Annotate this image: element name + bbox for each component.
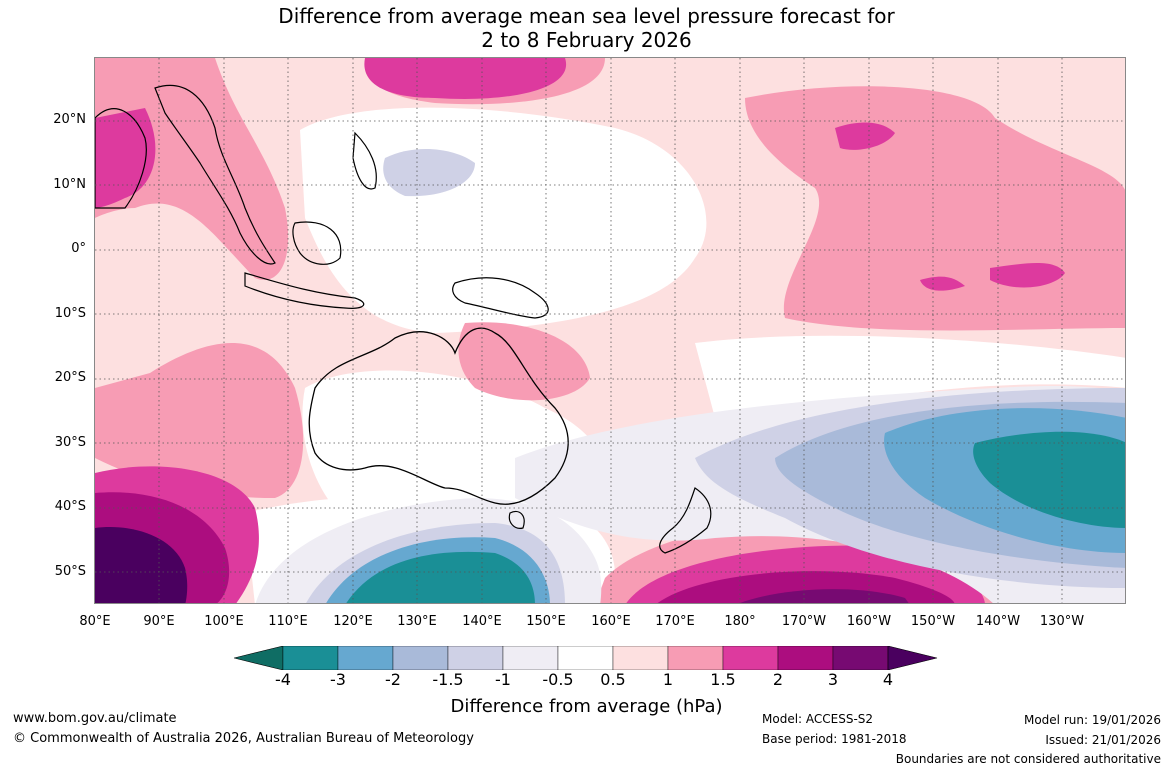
colorbar-cell <box>447 646 504 670</box>
colorbar-tick: -0.5 <box>542 670 574 689</box>
colorbar-cell <box>612 646 669 670</box>
colorbar-tick: 4 <box>882 670 894 689</box>
colorbar-cells <box>234 646 938 670</box>
lon-label: 130°E <box>397 614 437 629</box>
high-anomaly-equatorial-pacific <box>920 263 1065 291</box>
colorbar-tick: -1 <box>495 670 511 689</box>
colorbar-tick: 1 <box>662 670 674 689</box>
borneo-coastline <box>292 221 342 265</box>
colorbar-tick: -2 <box>385 670 401 689</box>
lon-label: 160°E <box>591 614 631 629</box>
lat-label: 20°N <box>53 112 86 127</box>
lon-label: 140°W <box>975 614 1021 629</box>
chart-title: Difference from average mean sea level p… <box>0 4 1173 52</box>
base-period-label: Base period: 1981-2018 <box>762 732 907 746</box>
lat-label: 40°S <box>54 499 86 514</box>
colorbar-cell <box>392 646 449 670</box>
model-run-label: Model run: 19/01/2026 <box>1023 713 1161 727</box>
colorbar-tick: 3 <box>827 670 839 689</box>
low-anomaly-philippines <box>383 148 475 197</box>
new-guinea-coastline <box>452 277 549 319</box>
indochina-coastline <box>154 84 276 265</box>
lat-label: 30°S <box>54 435 86 450</box>
colorbar-cell <box>337 646 394 670</box>
colorbar-cell <box>282 646 339 670</box>
colorbar-cell <box>557 646 614 670</box>
extreme-anomaly-southeast <box>740 589 909 603</box>
disclaimer: Boundaries are not considered authoritat… <box>895 752 1161 766</box>
strong-negative-anomaly-south <box>346 551 535 603</box>
high-anomaly-hawaii <box>835 122 895 150</box>
colorbar-arrow-high <box>887 646 938 670</box>
colorbar-cell <box>722 646 779 670</box>
australia-coastline <box>308 327 569 505</box>
india-coastline <box>95 108 147 209</box>
lon-label: 100°E <box>204 614 244 629</box>
lon-label: 170°E <box>655 614 695 629</box>
title-line-1: Difference from average mean sea level p… <box>278 4 895 28</box>
java-sumatra-coastline <box>244 272 365 309</box>
lat-label: 50°S <box>54 564 86 579</box>
high-anomaly-northwest-pacific <box>364 58 567 99</box>
colorbar-cell <box>777 646 834 670</box>
high-anomaly-india <box>95 108 156 208</box>
colorbar-tick: 0.5 <box>600 670 626 689</box>
anomaly-map <box>94 57 1126 604</box>
lon-label: 170°W <box>781 614 827 629</box>
lon-label: 90°E <box>143 614 175 629</box>
lon-label: 150°W <box>910 614 956 629</box>
lon-label: 110°E <box>268 614 308 629</box>
copyright: © Commonwealth of Australia 2026, Austra… <box>13 731 474 746</box>
colorbar-tick: -1.5 <box>432 670 464 689</box>
colorbar <box>234 646 938 670</box>
colorbar-label: Difference from average (hPa) <box>450 696 723 717</box>
lon-label: 120°E <box>333 614 373 629</box>
colorbar-cell <box>832 646 889 670</box>
lat-label: 20°S <box>54 370 86 385</box>
lat-label: 10°N <box>53 177 86 192</box>
colorbar-arrow-low <box>234 646 284 670</box>
lon-label: 150°E <box>526 614 566 629</box>
new-zealand-coastline <box>659 487 712 554</box>
philippines-coastline <box>352 131 377 190</box>
title-line-2: 2 to 8 February 2026 <box>481 28 692 52</box>
lat-label: 10°S <box>54 306 86 321</box>
lon-label: 180° <box>724 614 756 629</box>
gridlines <box>95 58 1125 603</box>
lon-label: 130°W <box>1039 614 1085 629</box>
positive-region-indian <box>95 343 304 498</box>
lon-label: 80°E <box>79 614 111 629</box>
colorbar-tick: 2 <box>772 670 784 689</box>
colorbar-cell <box>667 646 724 670</box>
colorbar-tick: -4 <box>275 670 291 689</box>
tasmania-coastline <box>508 510 525 529</box>
strong-negative-anomaly-pacific <box>973 431 1125 528</box>
lon-label: 160°W <box>846 614 892 629</box>
colorbar-tick: -3 <box>330 670 346 689</box>
colorbar-cell <box>502 646 559 670</box>
website-link[interactable]: www.bom.gov.au/climate <box>13 711 177 726</box>
model-label: Model: ACCESS-S2 <box>762 712 874 726</box>
extreme-anomaly-southwest <box>95 527 188 603</box>
lat-label: 0° <box>71 241 86 256</box>
map-svg <box>95 58 1125 603</box>
lon-label: 140°E <box>462 614 502 629</box>
positive-region-northaus <box>458 322 590 401</box>
issued-label: Issued: 21/01/2026 <box>1045 733 1161 747</box>
colorbar-tick: 1.5 <box>710 670 736 689</box>
